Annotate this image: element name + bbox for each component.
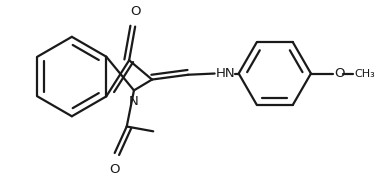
Text: O: O [130,5,140,18]
Text: CH₃: CH₃ [354,69,375,79]
Text: O: O [334,67,344,80]
Text: O: O [109,163,120,176]
Text: HN: HN [216,67,236,80]
Text: N: N [129,95,139,108]
